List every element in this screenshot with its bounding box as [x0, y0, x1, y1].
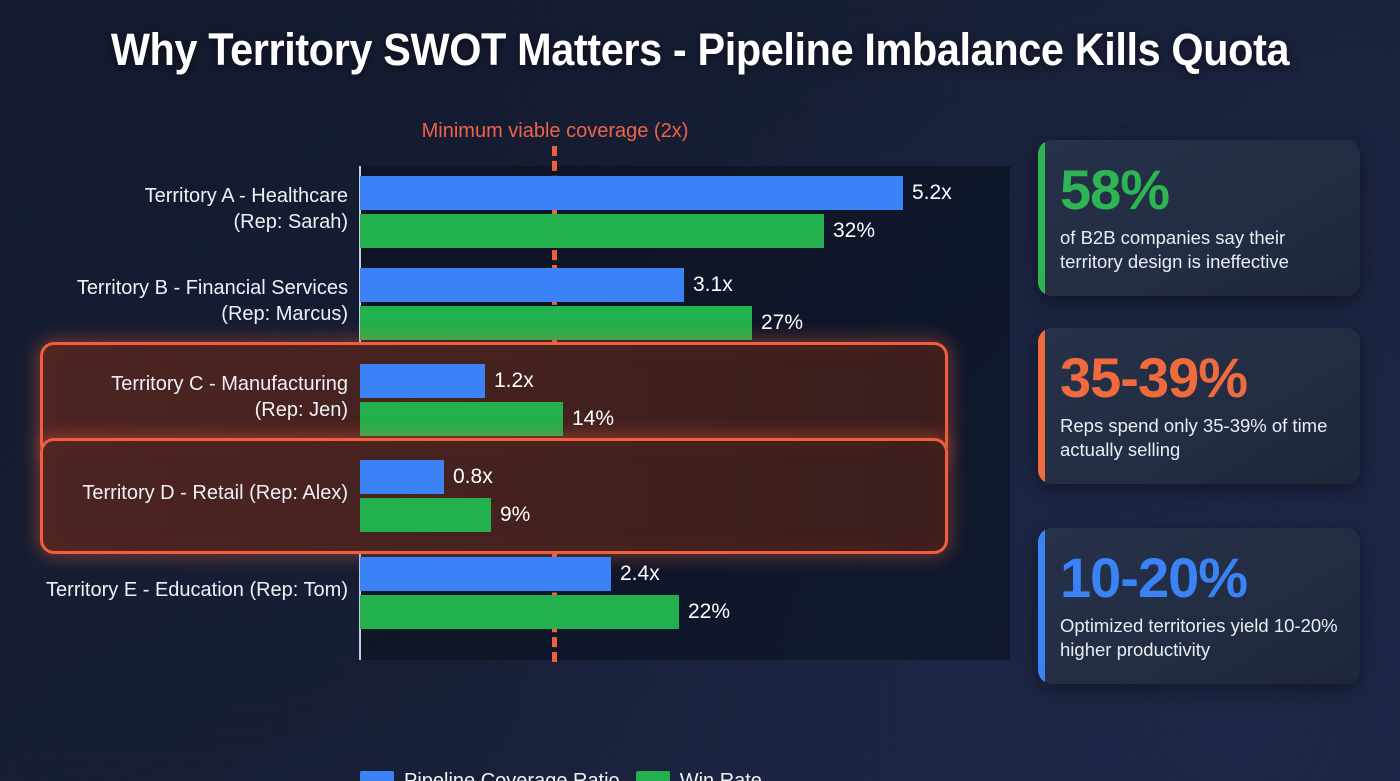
- row-highlight-band: [40, 438, 948, 554]
- stat-card-3-description: Optimized territories yield 10-20% highe…: [1060, 615, 1338, 660]
- page-title: Why Territory SWOT Matters - Pipeline Im…: [110, 24, 1290, 75]
- bar-win-rate: [360, 402, 563, 436]
- legend-item-win-rate: Win Rate: [635, 770, 762, 781]
- bar-win-rate: [360, 595, 679, 629]
- row-label: Territory E - Education (Rep: Tom): [46, 579, 348, 601]
- bar-pipeline-coverage-ratio: [360, 176, 903, 210]
- row-label: Territory A - Healthcare (Rep: Sarah): [144, 185, 348, 233]
- stat-card-3: 10-20% Optimized territories yield 10-20…: [1038, 528, 1360, 684]
- bar-value-win-rate: 27%: [761, 311, 804, 334]
- bar-win-rate: [360, 214, 824, 248]
- bar-value-win-rate: 14%: [572, 407, 615, 430]
- stat-card-1-description: of B2B companies say their territory des…: [1060, 227, 1289, 272]
- legend-label-pipeline-coverage-ratio: Pipeline Coverage Ratio: [404, 770, 620, 781]
- bar-pipeline-coverage-ratio: [360, 460, 444, 494]
- threshold-label: Minimum viable coverage (2x): [421, 120, 689, 142]
- bar-value-pipeline-coverage-ratio: 5.2x: [912, 181, 952, 204]
- stat-card-3-value: 10-20%: [1060, 546, 1248, 609]
- stat-card-2-value: 35-39%: [1060, 346, 1248, 409]
- row-label: Territory D - Retail (Rep: Alex): [82, 482, 348, 504]
- legend-item-pipeline-coverage-ratio: Pipeline Coverage Ratio: [360, 770, 620, 781]
- bar-pipeline-coverage-ratio: [360, 557, 611, 591]
- bar-value-win-rate: 9%: [500, 503, 531, 526]
- bar-value-pipeline-coverage-ratio: 0.8x: [453, 465, 493, 488]
- bar-pipeline-coverage-ratio: [360, 268, 684, 302]
- bar-value-pipeline-coverage-ratio: 3.1x: [693, 273, 733, 296]
- legend-swatch-green: [635, 770, 670, 781]
- stat-card-2-accent: [1038, 328, 1045, 484]
- bar-value-pipeline-coverage-ratio: 1.2x: [494, 369, 534, 392]
- stat-card-2: 35-39% Reps spend only 35-39% of time ac…: [1038, 328, 1360, 484]
- territory-bar-chart: Minimum viable coverage (2x) Territory A…: [0, 120, 1010, 781]
- bar-value-pipeline-coverage-ratio: 2.4x: [620, 562, 660, 585]
- legend-label-win-rate: Win Rate: [679, 770, 762, 781]
- row-label: Territory C - Manufacturing (Rep: Jen): [111, 373, 348, 421]
- bar-win-rate: [360, 306, 752, 340]
- legend-swatch-blue: [360, 770, 394, 781]
- stat-card-2-description: Reps spend only 35-39% of time actually …: [1060, 415, 1328, 460]
- stat-card-1: 58% of B2B companies say their territory…: [1038, 140, 1360, 296]
- bar-pipeline-coverage-ratio: [360, 364, 485, 398]
- chart-legend: Pipeline Coverage Ratio Win Rate: [360, 770, 780, 781]
- stat-card-1-accent: [1038, 140, 1045, 296]
- stat-card-3-accent: [1038, 528, 1045, 684]
- bar-value-win-rate: 32%: [833, 219, 876, 242]
- bar-win-rate: [360, 498, 491, 532]
- bar-value-win-rate: 22%: [688, 600, 731, 623]
- row-label: Territory B - Financial Services (Rep: Ma…: [76, 277, 348, 325]
- stat-card-1-value: 58%: [1060, 158, 1170, 221]
